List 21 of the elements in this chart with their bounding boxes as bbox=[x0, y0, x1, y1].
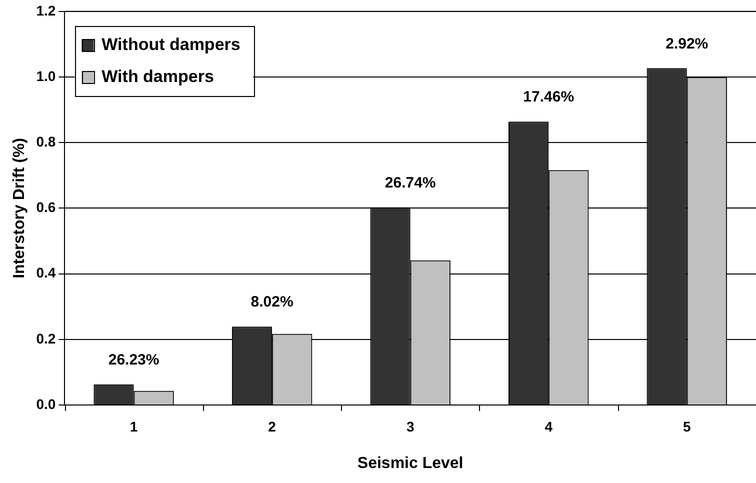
y-tick-label: 0.6 bbox=[36, 199, 56, 216]
y-tick-label: 0.2 bbox=[36, 330, 56, 346]
y-tick-label: 1.0 bbox=[36, 68, 56, 84]
annotation: 2.92% bbox=[666, 35, 708, 52]
annotation: 26.74% bbox=[384, 174, 436, 192]
annotation: 8.02% bbox=[250, 294, 294, 311]
legend-label: With dampers bbox=[102, 67, 214, 86]
y-tick-label: 0.4 bbox=[36, 264, 56, 281]
annotation: 26.23% bbox=[108, 351, 160, 368]
x-tick-label: 5 bbox=[682, 418, 691, 434]
y-axis-title: Interstory Drift (%) bbox=[11, 138, 28, 278]
x-tick-label: 3 bbox=[406, 418, 414, 434]
x-axis-title: Seismic Level bbox=[357, 454, 464, 472]
y-tick-label: 1.2 bbox=[36, 2, 56, 18]
x-tick-label: 4 bbox=[544, 418, 553, 434]
y-tick-label: 0.8 bbox=[36, 133, 56, 150]
legend-label: Without dampers bbox=[102, 35, 240, 54]
x-tick-label: 2 bbox=[268, 418, 276, 434]
y-tick-label: 0.0 bbox=[36, 396, 56, 412]
annotation: 17.46% bbox=[523, 88, 574, 106]
x-tick-label: 1 bbox=[130, 418, 138, 434]
